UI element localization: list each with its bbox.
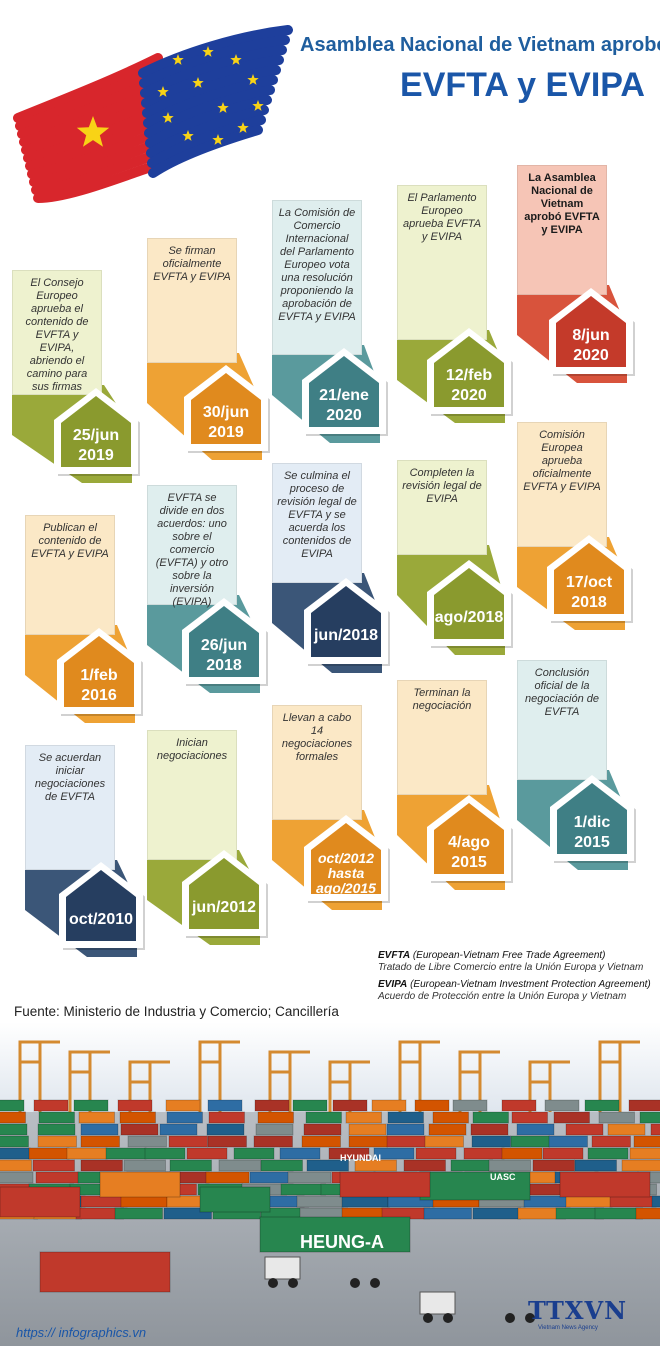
milestone-description: Terminan la negociación bbox=[412, 687, 472, 712]
house-date-icon bbox=[427, 560, 513, 648]
house-date-icon bbox=[304, 815, 390, 903]
house-date-icon bbox=[54, 388, 140, 476]
milestone-date: 26/jun 2018 bbox=[200, 637, 248, 674]
milestone-description: El Parlamento Europeo aprueba EVFTA y EV… bbox=[402, 192, 482, 243]
house-date-icon bbox=[184, 365, 270, 453]
milestone-card: Llevan a cabo 14 negociaciones formales bbox=[272, 705, 362, 820]
glossary-abbr: EVIPA (European-Vietnam Investment Prote… bbox=[378, 979, 651, 990]
milestone-description: Se culmina el proceso de revisión legal … bbox=[277, 470, 357, 560]
milestone-card: Conclusión oficial de la negociación de … bbox=[517, 660, 607, 780]
title-line-2: EVFTA y EVIPA bbox=[400, 66, 645, 104]
milestone-description: EVFTA se divide en dos acuerdos: uno sob… bbox=[155, 492, 229, 608]
milestone-card: Se acuerdan iniciar negociaciones de EVF… bbox=[25, 745, 115, 870]
house-date-icon bbox=[427, 795, 513, 883]
milestone-description: Se acuerdan iniciar negociaciones de EVF… bbox=[34, 752, 106, 803]
milestone-description: Se firman oficialmente EVFTA y EVIPA bbox=[153, 245, 231, 283]
milestone-card: La Comisión de Comercio Internacional de… bbox=[272, 200, 362, 355]
milestone-date: jun/2018 bbox=[313, 627, 379, 644]
milestone-date: 25/jun 2019 bbox=[72, 427, 120, 464]
glossary-item: EVFTA (European-Vietnam Free Trade Agree… bbox=[378, 950, 656, 974]
milestone-description: Inician negociaciones bbox=[156, 737, 228, 762]
house-date-icon bbox=[182, 850, 268, 938]
milestone-card: Publican el contenido de EVFTA y EVIPA bbox=[25, 515, 115, 635]
milestone-card: El Parlamento Europeo aprueba EVFTA y EV… bbox=[397, 185, 487, 340]
milestone-description: Publican el contenido de EVFTA y EVIPA bbox=[31, 522, 109, 560]
milestone-card: Terminan la negociación bbox=[397, 680, 487, 795]
milestone-date: 8/jun 2020 bbox=[572, 327, 610, 364]
house-date-icon bbox=[59, 862, 145, 950]
milestone-description: Llevan a cabo 14 negociaciones formales bbox=[281, 712, 353, 763]
glossary: EVFTA (European-Vietnam Free Trade Agree… bbox=[378, 950, 656, 1008]
milestone-description: La Comisión de Comercio Internacional de… bbox=[278, 207, 356, 323]
house-date-icon bbox=[182, 598, 268, 686]
house-date-icon bbox=[549, 288, 635, 376]
milestone-description: La Asamblea Nacional de Vietnam aprobó E… bbox=[524, 172, 600, 236]
container-label: HYUNDAI bbox=[340, 1153, 381, 1163]
milestone-card: Comisión Europea aprueba oficialmente EV… bbox=[517, 422, 607, 547]
milestone-card: EVFTA se divide en dos acuerdos: uno sob… bbox=[147, 485, 237, 608]
website-link[interactable]: https:// infographics.vn bbox=[16, 1325, 147, 1340]
container-label: HEUNG-A bbox=[300, 1232, 384, 1252]
house-date-icon bbox=[304, 578, 390, 666]
house-date-icon bbox=[302, 348, 388, 436]
milestone-date: 4/ago 2015 bbox=[448, 834, 490, 871]
milestone-description: El Consejo Europeo aprueba el contenido … bbox=[25, 277, 89, 393]
title-line-1: Asamblea Nacional de Vietnam aprobó bbox=[300, 34, 660, 56]
milestone-description: Comisión Europea aprueba oficialmente EV… bbox=[523, 429, 601, 493]
milestone-card: El Consejo Europeo aprueba el contenido … bbox=[12, 270, 102, 395]
milestone-description: Conclusión oficial de la negociación de … bbox=[524, 667, 599, 718]
milestone-date: 30/jun 2019 bbox=[202, 404, 250, 441]
glossary-item: EVIPA (European-Vietnam Investment Prote… bbox=[378, 979, 656, 1003]
source-note: Fuente: Ministerio de Industria y Comerc… bbox=[14, 1004, 339, 1019]
milestone-card: Completen la revisión legal de EVIPA bbox=[397, 460, 487, 555]
milestone-card: Inician negociaciones bbox=[147, 730, 237, 860]
glossary-abbr: EVFTA (European-Vietnam Free Trade Agree… bbox=[378, 950, 606, 961]
vietnam-eu-flag-icon bbox=[13, 25, 293, 203]
milestone-date: jun/2012 bbox=[191, 899, 257, 916]
house-date-icon bbox=[547, 535, 633, 623]
milestone-date: ago/2018 bbox=[434, 609, 504, 626]
milestone-card: Se culmina el proceso de revisión legal … bbox=[272, 463, 362, 583]
milestone-date: 1/feb 2016 bbox=[80, 667, 118, 704]
ttxvn-logo: TTXVN bbox=[528, 1296, 628, 1325]
house-date-icon bbox=[427, 328, 513, 416]
milestone-date: 12/feb 2020 bbox=[445, 367, 493, 404]
milestone-description: Completen la revisión legal de EVIPA bbox=[402, 467, 482, 505]
milestone-date: 1/dic 2015 bbox=[573, 814, 611, 851]
container-label: UASC bbox=[490, 1172, 516, 1182]
milestone-date: oct/2010 bbox=[68, 911, 134, 928]
glossary-desc: Tratado de Libre Comercio entre la Unión… bbox=[378, 962, 644, 973]
milestone-card: La Asamblea Nacional de Vietnam aprobó E… bbox=[517, 165, 607, 295]
logo-subtitle: Vietnam News Agency bbox=[538, 1325, 598, 1331]
house-date-icon bbox=[550, 775, 636, 863]
house-date-icon bbox=[57, 628, 143, 716]
milestone-date: oct/2012 hasta ago/2015 bbox=[316, 849, 376, 896]
milestone-date: 17/oct 2018 bbox=[565, 574, 613, 611]
milestone-card: Se firman oficialmente EVFTA y EVIPA bbox=[147, 238, 237, 363]
milestone-date: 21/ene 2020 bbox=[319, 387, 369, 424]
glossary-desc: Acuerdo de Protección entre la Unión Eur… bbox=[378, 991, 627, 1002]
port-containers-image: HEUNG-A HYUNDAI UASC bbox=[0, 1022, 660, 1346]
